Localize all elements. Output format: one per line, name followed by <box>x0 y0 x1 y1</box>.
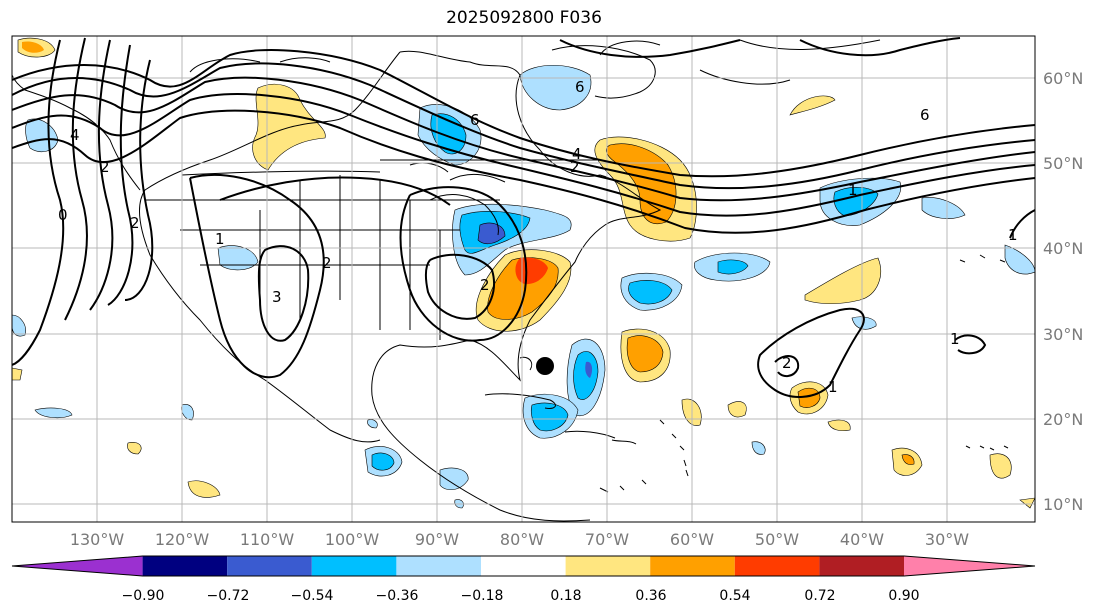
contour-label: 1 <box>1008 226 1018 244</box>
colorbar-tick-label: −0.72 <box>207 588 250 604</box>
contour-label: 3 <box>272 288 282 306</box>
contour-label: 1 <box>828 378 838 396</box>
contour-label: 2 <box>322 254 332 272</box>
contour-label: 6 <box>575 78 585 96</box>
lat-label: 50°N <box>1043 154 1083 173</box>
contour-label: 4 <box>572 145 582 163</box>
lon-label: 110°W <box>240 530 295 549</box>
contour-label: 2 <box>100 158 110 176</box>
colorbar-segment <box>227 556 312 576</box>
colorbar-tick-label: −0.90 <box>122 588 165 604</box>
lon-label: 60°W <box>670 530 714 549</box>
contour-label: 0 <box>58 206 68 224</box>
coastlines-and-borders <box>12 39 1009 522</box>
colorbar-segment <box>904 556 1035 576</box>
colorbar-tick-label: 0.54 <box>719 588 750 604</box>
colorbar-tick-label: 0.18 <box>550 588 581 604</box>
contour-label: 6 <box>920 106 930 124</box>
lon-label: 40°W <box>840 530 884 549</box>
colorbar-tick-label: −0.54 <box>291 588 334 604</box>
lat-label: 30°N <box>1043 325 1083 344</box>
contour-lines <box>12 37 1035 398</box>
colorbar-tick-label: −0.36 <box>376 588 419 604</box>
contour-label: 2 <box>130 214 140 232</box>
colorbar-segment <box>12 556 143 576</box>
colorbar-tick-label: 0.72 <box>804 588 835 604</box>
colorbar-segment <box>142 556 228 576</box>
contour-label: 1 <box>215 230 225 248</box>
colorbar-segment <box>311 556 397 576</box>
lon-label: 90°W <box>415 530 459 549</box>
contour-value-labels: 6 4 2 0 2 2 2 6 4 6 1 1 3 2 2 1 1 1 <box>58 78 1018 396</box>
colorbar-segment <box>396 556 481 576</box>
latitude-labels: 60°N 50°N 40°N 30°N 20°N 10°N <box>1043 69 1083 514</box>
colorbar-outline <box>11 555 1036 577</box>
colorbar-segment <box>819 556 904 576</box>
lon-label: 80°W <box>500 530 544 549</box>
colorbar-tick-label: 0.36 <box>635 588 666 604</box>
lat-label: 60°N <box>1043 69 1083 88</box>
contour-label: 2 <box>782 354 792 372</box>
contour-label: 2 <box>480 276 490 294</box>
contour-label: 6 <box>470 111 480 129</box>
lat-lon-grid <box>12 36 1035 522</box>
colorbar-segment <box>565 556 651 576</box>
map-title: 2025092800 F036 <box>446 8 602 28</box>
colorbar <box>11 555 1036 577</box>
colorbar-segment <box>481 556 566 576</box>
lon-label: 120°W <box>155 530 210 549</box>
lon-label: 70°W <box>585 530 629 549</box>
colorbar-tick-label: 0.90 <box>888 588 919 604</box>
storm-center-marker <box>536 357 554 375</box>
contour-label: 4 <box>70 126 80 144</box>
map-frame <box>11 35 1036 523</box>
colorbar-tick-label: −0.18 <box>461 588 504 604</box>
lat-label: 40°N <box>1043 239 1083 258</box>
lon-label: 30°W <box>925 530 969 549</box>
contour-label: 1 <box>848 181 858 199</box>
colorbar-segment <box>650 556 735 576</box>
colorbar-segment <box>734 556 820 576</box>
contour-label: 2 <box>570 158 580 176</box>
longitude-labels: 130°W 120°W 110°W 100°W 90°W 80°W 70°W 6… <box>70 530 969 549</box>
lon-label: 100°W <box>325 530 380 549</box>
contour-label: 1 <box>950 330 960 348</box>
lon-label: 130°W <box>70 530 125 549</box>
lon-label: 50°W <box>755 530 799 549</box>
colorbar-tick-labels: −0.90 −0.72 −0.54 −0.36 −0.18 0.18 0.36 … <box>122 588 920 604</box>
lat-label: 20°N <box>1043 410 1083 429</box>
lat-label: 10°N <box>1043 495 1083 514</box>
map-area: 6 4 2 0 2 2 2 6 4 6 1 1 3 2 2 1 1 1 <box>12 36 1035 522</box>
